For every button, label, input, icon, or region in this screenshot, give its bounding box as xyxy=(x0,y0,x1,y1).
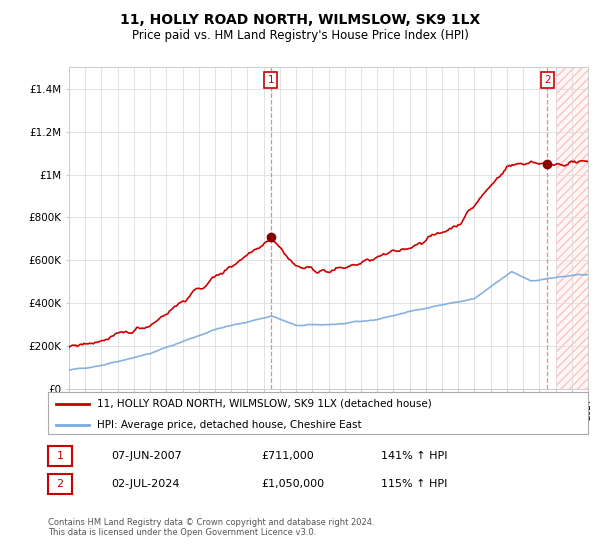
Text: Price paid vs. HM Land Registry's House Price Index (HPI): Price paid vs. HM Land Registry's House … xyxy=(131,29,469,42)
Text: Contains HM Land Registry data © Crown copyright and database right 2024.
This d: Contains HM Land Registry data © Crown c… xyxy=(48,518,374,538)
Text: £711,000: £711,000 xyxy=(261,451,314,461)
Text: 07-JUN-2007: 07-JUN-2007 xyxy=(111,451,182,461)
Text: 1: 1 xyxy=(268,75,274,85)
Text: 02-JUL-2024: 02-JUL-2024 xyxy=(111,479,179,489)
Text: £1,050,000: £1,050,000 xyxy=(261,479,324,489)
Text: 115% ↑ HPI: 115% ↑ HPI xyxy=(381,479,448,489)
Text: HPI: Average price, detached house, Cheshire East: HPI: Average price, detached house, Ches… xyxy=(97,420,361,430)
Text: 1: 1 xyxy=(56,451,64,461)
Bar xyxy=(556,67,588,389)
Text: 11, HOLLY ROAD NORTH, WILMSLOW, SK9 1LX: 11, HOLLY ROAD NORTH, WILMSLOW, SK9 1LX xyxy=(120,13,480,27)
Text: 11, HOLLY ROAD NORTH, WILMSLOW, SK9 1LX (detached house): 11, HOLLY ROAD NORTH, WILMSLOW, SK9 1LX … xyxy=(97,399,431,409)
Text: 141% ↑ HPI: 141% ↑ HPI xyxy=(381,451,448,461)
Text: 2: 2 xyxy=(544,75,551,85)
Text: 2: 2 xyxy=(56,479,64,489)
